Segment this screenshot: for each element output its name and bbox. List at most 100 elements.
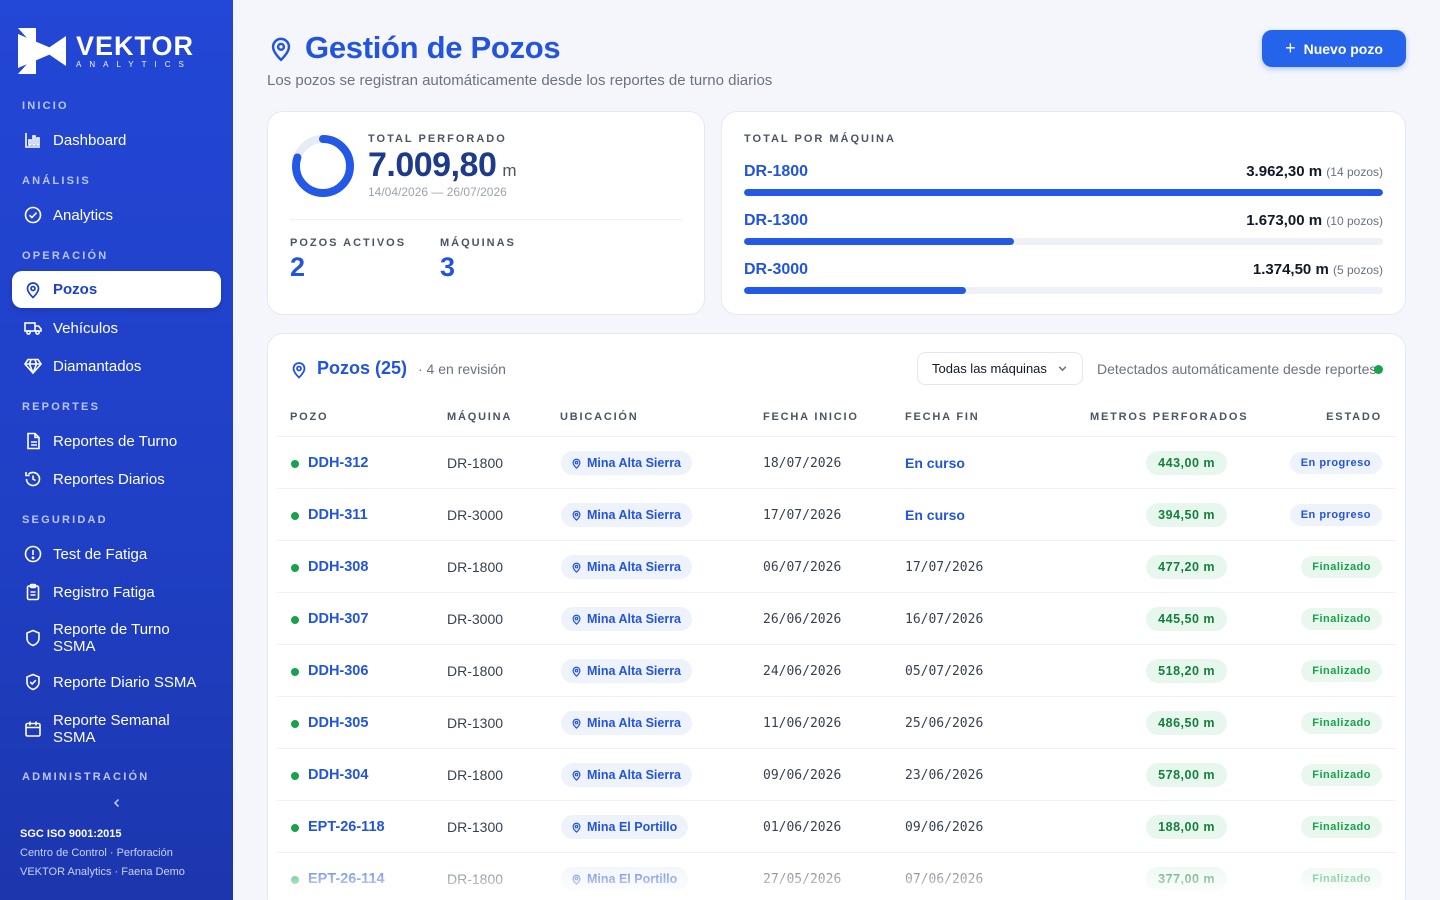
sidebar-item-pozos[interactable]: Pozos bbox=[12, 271, 221, 308]
column-header-fecha-inicio[interactable]: FECHA INICIO bbox=[763, 411, 859, 423]
end-date-cell: En curso bbox=[905, 455, 965, 471]
machine-name[interactable]: DR-1800 bbox=[744, 163, 809, 180]
sidebar-item-reporte-turno-ssma[interactable]: Reporte de Turno SSMA bbox=[12, 616, 221, 660]
sidebar-item-diamantados[interactable]: Diamantados bbox=[12, 348, 221, 384]
table-row[interactable]: DDH-305 DR-1300 Mina Alta Sierra 11/06/2026… bbox=[277, 696, 1396, 748]
sidebar-item-label: Registro Fatiga bbox=[53, 583, 155, 601]
brand-logo[interactable]: VEKTOR ANALYTICS bbox=[18, 28, 194, 74]
table-row[interactable]: EPT-26-118 DR-1300 Mina El Portillo 01/06/2… bbox=[277, 800, 1396, 852]
well-id-link[interactable]: DDH-308 bbox=[308, 559, 369, 575]
sidebar-item-label: Reportes Diarios bbox=[53, 470, 165, 488]
well-id-link[interactable]: DDH-306 bbox=[308, 663, 369, 679]
column-header-fecha-fin[interactable]: FECHA FIN bbox=[905, 411, 980, 423]
machine-name[interactable]: DR-1300 bbox=[744, 212, 809, 229]
map-pin-icon bbox=[23, 280, 43, 300]
history-icon bbox=[23, 469, 43, 489]
end-date-cell: 05/07/2026 bbox=[905, 664, 984, 679]
table-row[interactable]: DDH-304 DR-1800 Mina Alta Sierra 09/06/2026… bbox=[277, 748, 1396, 800]
machine-meters: 1.374,50 m bbox=[1252, 261, 1329, 278]
sidebar-item-test-fatiga[interactable]: Test de Fatiga bbox=[12, 536, 221, 572]
machine-bar-track bbox=[744, 287, 1383, 294]
diamond-icon bbox=[23, 356, 43, 376]
column-header-estado[interactable]: ESTADO bbox=[1326, 411, 1382, 423]
start-date-cell: 09/06/2026 bbox=[763, 768, 842, 783]
meters-badge: 394,50 m bbox=[1146, 503, 1227, 527]
row-status-dot bbox=[291, 512, 299, 520]
map-pin-icon bbox=[572, 666, 581, 677]
row-status-dot bbox=[291, 720, 299, 728]
machines-value: 3 bbox=[440, 252, 456, 282]
review-count: · 4 en revisión bbox=[418, 361, 506, 377]
location-text: Mina Alta Sierra bbox=[587, 560, 682, 574]
column-header-maquina[interactable]: MÁQUINA bbox=[447, 411, 513, 423]
sidebar-item-reporte-semanal-ssma[interactable]: Reporte Semanal SSMA bbox=[12, 707, 221, 751]
well-id-link[interactable]: DDH-312 bbox=[308, 455, 369, 471]
sidebar-item-reportes-diarios[interactable]: Reportes Diarios bbox=[12, 461, 221, 497]
column-header-ubicacion[interactable]: UBICACIÓN bbox=[560, 411, 639, 423]
table-row[interactable]: DDH-312 DR-1800 Mina Alta Sierra 18/07/2026… bbox=[277, 436, 1396, 488]
end-date-cell: 17/07/2026 bbox=[905, 560, 984, 575]
status-badge: Finalizado bbox=[1301, 608, 1382, 630]
sidebar-item-dashboard[interactable]: Dashboard bbox=[12, 122, 221, 158]
nav-section-administracion: ADMINISTRACIÓN bbox=[22, 771, 150, 783]
machine-cell: DR-1800 bbox=[447, 663, 504, 679]
machine-total-row: DR-3000 1.374,50 m (5 pozos) bbox=[744, 261, 1383, 301]
chevron-left-icon bbox=[113, 798, 120, 808]
status-badge: Finalizado bbox=[1301, 660, 1382, 682]
location-chip: Mina Alta Sierra bbox=[561, 607, 693, 631]
end-date-cell: 16/07/2026 bbox=[905, 612, 984, 627]
sidebar-item-label: Vehículos bbox=[53, 319, 119, 337]
start-date-cell: 01/06/2026 bbox=[763, 820, 842, 835]
document-icon bbox=[23, 431, 43, 451]
well-id-link[interactable]: DDH-311 bbox=[308, 507, 368, 523]
column-header-metros[interactable]: METROS PERFORADOS bbox=[1090, 411, 1249, 423]
start-date-cell: 18/07/2026 bbox=[763, 456, 842, 471]
row-status-dot bbox=[291, 564, 299, 572]
row-status-dot bbox=[291, 824, 299, 832]
sidebar-item-reportes-turno[interactable]: Reportes de Turno bbox=[12, 423, 221, 459]
sidebar-item-reporte-diario-ssma[interactable]: Reporte Diario SSMA bbox=[12, 664, 221, 700]
sidebar-item-analytics[interactable]: Analytics bbox=[12, 197, 221, 233]
table-row[interactable]: DDH-308 DR-1800 Mina Alta Sierra 06/07/2026… bbox=[277, 540, 1396, 592]
table-row[interactable]: DDH-306 DR-1800 Mina Alta Sierra 24/06/2026… bbox=[277, 644, 1396, 696]
well-id-link[interactable]: DDH-304 bbox=[308, 767, 369, 783]
location-text: Mina El Portillo bbox=[587, 820, 678, 834]
column-header-pozo[interactable]: POZO bbox=[290, 411, 329, 423]
nav-section-reportes: REPORTES bbox=[22, 401, 101, 413]
machine-cell: DR-1800 bbox=[447, 559, 504, 575]
machine-total-row: DR-1800 3.962,30 m (14 pozos) bbox=[744, 163, 1383, 203]
sidebar-item-registro-fatiga[interactable]: Registro Fatiga bbox=[12, 574, 221, 610]
wells-table-title: Pozos (25) bbox=[317, 358, 408, 378]
table-row[interactable]: DDH-311 DR-3000 Mina Alta Sierra 17/07/2026… bbox=[277, 488, 1396, 540]
table-row[interactable]: DDH-307 DR-3000 Mina Alta Sierra 26/06/2026… bbox=[277, 592, 1396, 644]
meters-badge: 443,00 m bbox=[1146, 451, 1227, 475]
sidebar-item-label-line1: Reporte Semanal bbox=[53, 712, 170, 729]
machine-cell: DR-1300 bbox=[447, 819, 504, 835]
machine-cell: DR-3000 bbox=[447, 507, 504, 523]
row-status-dot bbox=[291, 668, 299, 676]
status-badge: Finalizado bbox=[1301, 764, 1382, 786]
machine-total-value: 3.962,30 m (14 pozos) bbox=[1246, 163, 1383, 180]
machine-totals-label: TOTAL POR MÁQUINA bbox=[744, 133, 896, 145]
well-id-link[interactable]: DDH-305 bbox=[308, 715, 369, 731]
status-badge: Finalizado bbox=[1301, 556, 1382, 578]
collapse-sidebar-button[interactable] bbox=[109, 795, 125, 811]
machines-label: MÁQUINAS bbox=[440, 237, 516, 249]
well-id-link[interactable]: EPT-26-114 bbox=[308, 871, 385, 887]
sidebar-item-vehiculos[interactable]: Vehículos bbox=[12, 310, 221, 346]
table-row[interactable]: EPT-26-114 DR-1800 Mina El Portillo 27/05/2… bbox=[277, 852, 1396, 900]
well-id-link[interactable]: DDH-307 bbox=[308, 611, 369, 627]
shield-icon bbox=[23, 628, 43, 648]
sidebar: VEKTOR ANALYTICS INICIO Dashboard ANÁLIS… bbox=[0, 0, 233, 900]
machine-name[interactable]: DR-3000 bbox=[744, 261, 809, 278]
machine-well-count: (10 pozos) bbox=[1326, 214, 1383, 228]
machine-filter-select[interactable]: Todas las máquinas bbox=[917, 352, 1083, 385]
meters-badge: 188,00 m bbox=[1146, 815, 1227, 839]
well-id-link[interactable]: EPT-26-118 bbox=[308, 819, 385, 835]
machine-total-row: DR-1300 1.673,00 m (10 pozos) bbox=[744, 212, 1383, 252]
date-range: 14/04/2026 — 26/07/2026 bbox=[368, 185, 507, 199]
location-text: Mina Alta Sierra bbox=[587, 664, 682, 678]
live-status-dot bbox=[1374, 365, 1383, 374]
new-well-button[interactable]: + Nuevo pozo bbox=[1262, 30, 1406, 67]
status-badge: En progreso bbox=[1289, 452, 1382, 474]
